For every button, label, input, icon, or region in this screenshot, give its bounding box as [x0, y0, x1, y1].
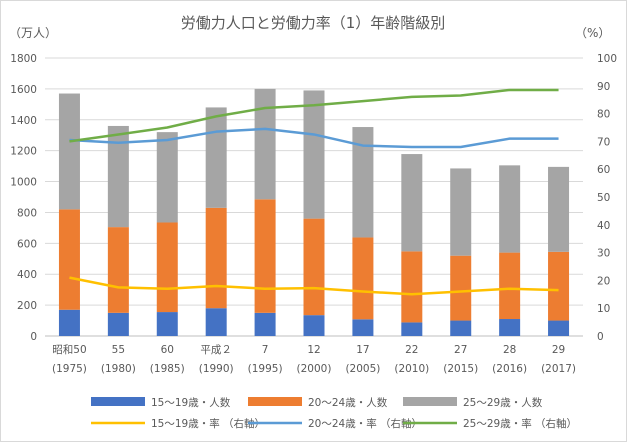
bar-segment-1: [107, 312, 129, 336]
bar-segment-1: [499, 319, 521, 336]
bar-segment-2: [205, 207, 227, 309]
category-label: 12: [307, 344, 320, 356]
right-axis-tick-label: 50: [597, 192, 610, 204]
bar-segment-3: [58, 93, 80, 210]
line-series-1: [69, 276, 559, 296]
right-axis-tick-label: 10: [597, 303, 610, 315]
category-year-label: (2016): [492, 363, 527, 375]
category-year-label: (2017): [541, 363, 576, 375]
right-axis-tick-label: 20: [597, 275, 610, 287]
legend-label: 20～24歳・率 （右軸）: [308, 417, 422, 430]
category-year-label: (2015): [443, 363, 478, 375]
left-axis-tick-label: 0: [30, 331, 37, 343]
bar-segment-1: [58, 309, 80, 336]
bar-segment-3: [205, 107, 227, 208]
bar-segment-2: [303, 218, 325, 316]
line-series-3: [69, 88, 559, 143]
bar-segment-2: [254, 199, 276, 313]
category-year-label: (2010): [394, 363, 429, 375]
bar-segment-3: [156, 132, 178, 223]
legend-label: 25～29歳・人数: [463, 396, 543, 409]
bar-segment-3: [450, 168, 472, 256]
category-label: 7: [262, 344, 269, 356]
legend-label: 25～29歳・率 （右軸）: [463, 417, 577, 430]
bar-segment-2: [107, 227, 129, 313]
category-label: 27: [454, 344, 467, 356]
category-year-label: (2005): [345, 363, 380, 375]
category-year-label: (1995): [248, 363, 283, 375]
right-axis-tick-label: 90: [597, 81, 610, 93]
bar-series-group: [58, 88, 570, 336]
right-axis-unit: （%）: [575, 26, 610, 40]
left-axis-tick-label: 800: [17, 207, 37, 219]
category-label: 55: [112, 344, 125, 356]
left-axis-tick-label: 1600: [10, 84, 37, 96]
left-axis-unit: （万人）: [9, 26, 57, 40]
right-axis-tick-label: 80: [597, 109, 610, 121]
bar-segment-1: [156, 312, 178, 336]
category-year-label: (1980): [101, 363, 136, 375]
bar-segment-1: [352, 319, 374, 336]
chart-title: 労働力人口と労働力率（1）年齢階級別: [181, 14, 446, 32]
left-axis-tick-label: 600: [17, 238, 37, 250]
bar-segment-3: [548, 166, 570, 252]
left-axis-tick-label: 400: [17, 269, 37, 281]
category-label: 昭和50: [52, 344, 86, 356]
category-label: 29: [552, 344, 565, 356]
legend-label: 15～19歳・人数: [151, 396, 231, 409]
bar-segment-1: [401, 322, 423, 336]
right-axis-tick-label: 100: [597, 53, 617, 65]
left-axis-tick-label: 1200: [10, 146, 37, 158]
category-label: 17: [356, 344, 369, 356]
category-year-label: (1975): [52, 363, 87, 375]
line-series-group: [69, 88, 559, 296]
bar-segment-1: [548, 320, 570, 336]
legend-swatch-bar: [248, 397, 302, 406]
legend-swatch-bar: [403, 397, 457, 406]
right-axis-tick-label: 40: [597, 220, 610, 232]
bar-segment-2: [401, 251, 423, 323]
bar-segment-2: [499, 252, 521, 320]
category-year-label: (1990): [199, 363, 234, 375]
legend-label: 15～19歳・率 （右軸）: [151, 417, 265, 430]
bar-segment-1: [303, 315, 325, 336]
bar-segment-2: [156, 222, 178, 313]
bar-segment-3: [303, 90, 325, 219]
bar-segment-2: [450, 255, 472, 321]
left-axis-tick-label: 1400: [10, 115, 37, 127]
legend-swatch-bar: [91, 397, 145, 406]
bar-segment-3: [107, 125, 129, 228]
bar-segment-3: [352, 127, 374, 238]
axes: 0 200 400 600 800 1000 1200 1400 1600 1800 0 10 20 30…: [10, 53, 617, 375]
bar-segment-2: [352, 237, 374, 320]
right-axis-tick-label: 30: [597, 248, 610, 260]
legend: 15～19歳・人数 20～24歳・人数 25～29歳・人数 15～19歳・率 （右軸）…: [91, 396, 577, 430]
bar-segment-1: [254, 312, 276, 336]
left-axis-tick-label: 200: [17, 300, 37, 312]
bar-segment-2: [58, 209, 80, 310]
category-label: 60: [161, 344, 174, 356]
left-axis-tick-label: 1000: [10, 177, 37, 189]
right-axis-tick-label: 70: [597, 136, 610, 148]
left-axis-tick-label: 1800: [10, 53, 37, 65]
bar-segment-3: [401, 154, 423, 252]
legend-label: 20～24歳・人数: [308, 396, 388, 409]
bar-segment-1: [205, 308, 227, 336]
category-year-label: (2000): [297, 363, 332, 375]
bar-segment-2: [548, 251, 570, 321]
bar-segment-1: [450, 320, 472, 336]
category-year-label: (1985): [150, 363, 185, 375]
category-label: 22: [405, 344, 418, 356]
category-label: 平成２: [200, 344, 232, 356]
category-label: 28: [503, 344, 516, 356]
bar-segment-3: [254, 88, 276, 200]
right-axis-tick-label: 60: [597, 164, 610, 176]
right-axis-tick-label: 0: [597, 331, 604, 343]
line-series-2: [69, 127, 559, 149]
bar-segment-3: [499, 165, 521, 253]
